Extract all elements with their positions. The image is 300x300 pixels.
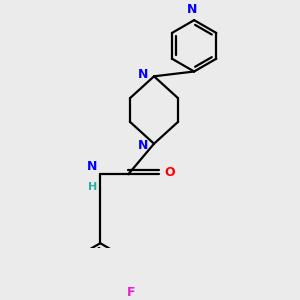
- Text: N: N: [138, 68, 148, 81]
- Text: N: N: [138, 139, 148, 152]
- Text: O: O: [164, 166, 175, 179]
- Text: F: F: [127, 286, 135, 299]
- Text: H: H: [88, 182, 97, 192]
- Text: N: N: [187, 3, 198, 16]
- Text: N: N: [87, 160, 97, 173]
